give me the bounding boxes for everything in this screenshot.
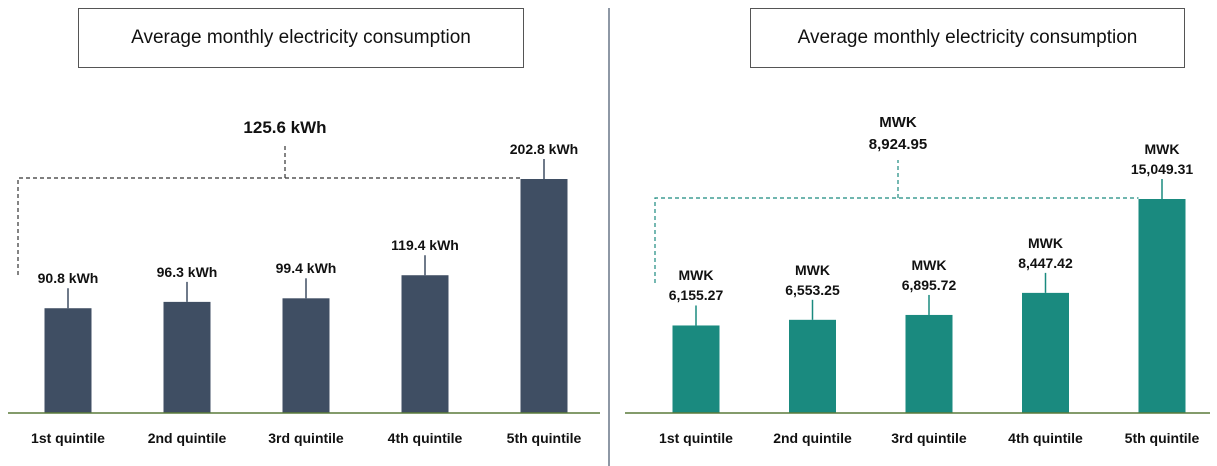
chart-title: Average monthly electricity consumption (750, 8, 1185, 68)
bar (44, 308, 92, 413)
x-tick-label: 5th quintile (506, 430, 582, 446)
value-label: 90.8 kWh (37, 270, 99, 287)
value-label: MWK 15,049.31 (1130, 141, 1194, 177)
value-label: MWK 6,553.25 (785, 261, 840, 298)
bar (1138, 199, 1186, 413)
bar (1022, 292, 1069, 413)
value-label: 202.8 kWh (509, 141, 579, 157)
value-label: MWK 6,895.72 (901, 256, 957, 293)
x-tick-label: 1st quintile (659, 430, 733, 446)
value-label: MWK 6,155.27 (668, 267, 724, 304)
chart-title: Average monthly electricity consumption (78, 8, 524, 68)
value-label: 96.3 kWh (156, 263, 218, 280)
bar (163, 301, 211, 413)
bar (401, 275, 449, 413)
bar (672, 325, 720, 413)
x-tick-label: 5th quintile (1124, 430, 1200, 446)
annotation: 125.6 kWh (243, 118, 327, 137)
x-tick-label: 2nd quintile (147, 430, 227, 446)
bar (520, 179, 568, 413)
bar (789, 319, 836, 413)
x-tick-label: 1st quintile (31, 430, 105, 446)
value-label: 119.4 kWh (391, 237, 459, 254)
bar (282, 298, 330, 413)
x-tick-label: 3rd quintile (891, 430, 967, 446)
x-tick-label: 2nd quintile (773, 430, 852, 446)
bar (905, 314, 953, 413)
annotation-bracket (17, 177, 521, 275)
x-tick-label: 3rd quintile (268, 430, 344, 446)
value-label: MWK 8,447.42 (1018, 234, 1073, 271)
value-label: 99.4 kWh (275, 260, 337, 277)
x-tick-label: 4th quintile (387, 430, 463, 446)
annotation-bracket (654, 197, 1139, 283)
x-tick-label: 4th quintile (1008, 430, 1083, 446)
annotation: MWK 8,924.95 (868, 114, 928, 153)
